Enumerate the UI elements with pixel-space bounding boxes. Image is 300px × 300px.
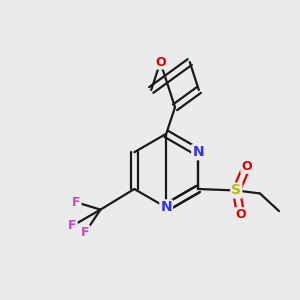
Text: O: O xyxy=(241,160,252,173)
Text: N: N xyxy=(192,145,204,159)
Text: N: N xyxy=(160,200,172,214)
Text: O: O xyxy=(236,208,246,221)
Text: S: S xyxy=(231,184,241,197)
Text: O: O xyxy=(155,56,166,68)
Text: F: F xyxy=(81,226,89,239)
Text: F: F xyxy=(72,196,81,209)
Text: F: F xyxy=(68,219,77,232)
